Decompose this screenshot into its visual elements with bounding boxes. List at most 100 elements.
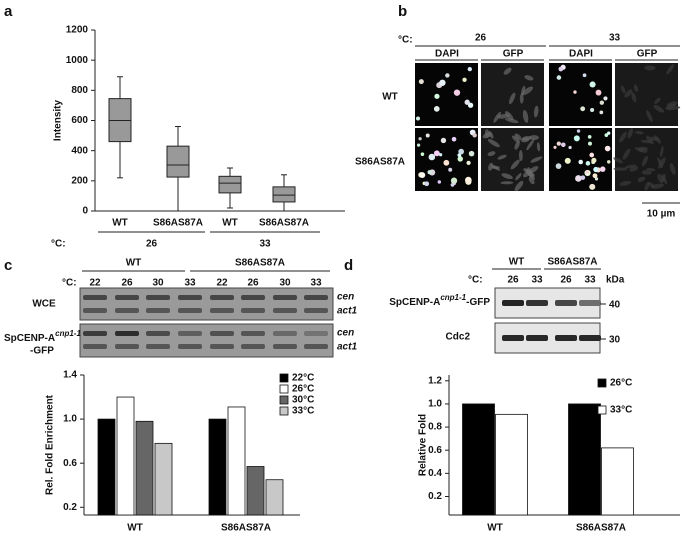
nucleus: [558, 66, 564, 72]
cell: [666, 101, 678, 107]
label-sup: cnp1-1: [440, 293, 466, 302]
nucleus: [607, 131, 611, 135]
temp-label: 22: [216, 278, 228, 289]
band: [178, 344, 202, 349]
bar: [265, 479, 284, 516]
group-label: S86AS87A: [235, 258, 285, 269]
nucleus: [428, 153, 436, 161]
band: [579, 300, 601, 306]
y-axis-label: Rel. Fold Enrichment: [45, 394, 56, 495]
nucleus: [580, 175, 586, 180]
gel-image: [79, 323, 334, 358]
band: [83, 295, 107, 300]
band: [178, 308, 202, 313]
group-label: 33: [259, 239, 271, 250]
temp-label: 26: [121, 278, 133, 289]
nucleus: [440, 137, 447, 144]
cell: [633, 84, 639, 93]
cell: [635, 131, 644, 135]
nucleus: [573, 135, 580, 142]
band: [115, 344, 139, 349]
y-tick-label: 0.4: [428, 468, 442, 479]
cell: [520, 85, 526, 96]
temp-label: 30: [279, 278, 291, 289]
cell: [533, 105, 539, 118]
temp-label: 22: [89, 278, 101, 289]
label-sup: cnp1-1: [55, 329, 81, 338]
y-tick-label: 0: [82, 206, 88, 217]
nucleus: [462, 77, 467, 82]
band: [502, 300, 524, 306]
nucleus: [439, 153, 443, 157]
band-label: cen: [337, 328, 354, 339]
cell: [644, 65, 656, 71]
y-tick-label: 0.2: [63, 502, 77, 513]
nucleus: [457, 156, 463, 162]
cell: [488, 130, 494, 139]
cell: [515, 173, 522, 181]
nucleus: [587, 141, 592, 146]
bar: [116, 396, 135, 516]
nucleus: [439, 79, 446, 86]
nucleus: [465, 176, 472, 184]
temp-label: 33: [531, 275, 543, 286]
band: [273, 308, 297, 313]
band: [210, 295, 234, 300]
cell: [638, 148, 648, 153]
nucleus: [560, 142, 566, 148]
nucleus: [604, 145, 611, 152]
x-tick-label: S86AS87A: [259, 218, 309, 229]
cell: [529, 135, 539, 141]
temp-axis-label: °C:: [468, 275, 483, 286]
cell: [491, 164, 501, 171]
nucleus: [425, 133, 430, 138]
cell: [646, 110, 653, 123]
nucleus: [467, 102, 474, 108]
cell: [641, 170, 652, 175]
nucleus: [589, 183, 596, 190]
cell: [519, 93, 524, 104]
temp-label: 33: [310, 278, 322, 289]
cell: [528, 176, 535, 185]
cell: [514, 180, 524, 192]
band: [273, 344, 297, 349]
cell: [522, 86, 534, 96]
bar: [601, 447, 634, 516]
panel-label: d: [344, 257, 353, 274]
nucleus: [467, 66, 472, 72]
x-tick-label: WT: [222, 218, 238, 229]
band: [210, 331, 234, 336]
temp-label: 30: [152, 278, 164, 289]
band: [273, 295, 297, 300]
nucleus: [599, 100, 605, 105]
channel-label: DAPI: [569, 49, 593, 60]
cell: [669, 163, 676, 175]
nucleus: [450, 183, 455, 187]
bar: [97, 418, 116, 516]
group-label: S86AS87A: [547, 257, 597, 268]
nucleus: [419, 172, 426, 179]
nucleus: [573, 90, 577, 94]
y-tick-label: 1200: [66, 25, 89, 36]
temp-axis-label: °C:: [62, 278, 77, 289]
nucleus: [420, 152, 425, 156]
band: [502, 335, 524, 341]
cell: [657, 157, 663, 168]
temp-label: 26: [247, 278, 259, 289]
channel-label: GFP: [637, 49, 658, 60]
nucleus: [450, 177, 458, 184]
nucleus: [590, 107, 595, 113]
nucleus: [576, 129, 581, 133]
cell: [619, 180, 632, 186]
bar: [154, 442, 173, 516]
marker-label: 40: [609, 300, 621, 311]
band-label: cen: [337, 292, 354, 303]
legend-swatch: [597, 405, 607, 415]
cell: [659, 146, 664, 158]
y-tick-label: 0.6: [428, 445, 442, 456]
nucleus: [415, 116, 421, 121]
band: [579, 335, 601, 341]
row-label: SpCENP-Acnp1-1: [4, 329, 81, 344]
legend-label: 30°C: [292, 395, 314, 406]
